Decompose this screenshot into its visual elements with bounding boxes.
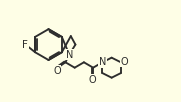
Text: F: F	[22, 40, 28, 50]
Text: N: N	[66, 50, 73, 60]
Text: N: N	[99, 57, 106, 67]
Text: O: O	[121, 57, 129, 67]
Text: O: O	[53, 66, 61, 76]
Text: O: O	[89, 75, 96, 85]
